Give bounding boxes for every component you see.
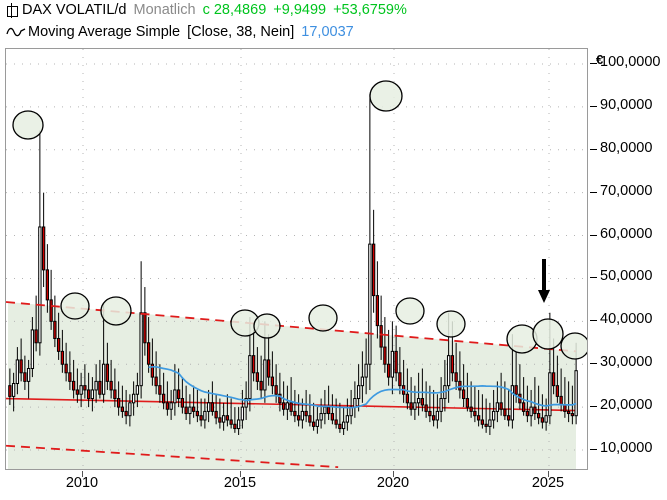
x-axis[interactable]: 2010 2015 2020 2025 xyxy=(0,471,667,500)
y-axis-label: 90,0000 xyxy=(600,96,653,113)
y-axis-label: 70,0000 xyxy=(600,182,653,199)
y-axis-tick xyxy=(590,320,597,322)
y-axis-label: 80,0000 xyxy=(600,139,653,156)
currency-label: € xyxy=(596,52,604,67)
annotation-circle[interactable] xyxy=(369,80,403,112)
x-axis-label: 2015 xyxy=(223,475,257,491)
last-close-value: c 28,4869 xyxy=(202,2,267,19)
y-axis-tick xyxy=(590,449,597,450)
indicator-name[interactable]: Moving Average Simple xyxy=(28,24,181,41)
y-axis-label: 60,0000 xyxy=(600,225,653,242)
y-axis-tick xyxy=(590,363,597,365)
annotation-arrow-icon[interactable] xyxy=(538,259,550,303)
instrument-legend-row: DAX VOLATIL/d Monatlich c 28,4869 +9,9499 +5… xyxy=(6,2,407,18)
moving-average-line xyxy=(148,365,577,409)
annotation-circle[interactable] xyxy=(308,304,338,332)
annotation-circle[interactable] xyxy=(436,310,466,338)
x-axis-tick xyxy=(82,471,83,477)
x-axis-tick xyxy=(548,471,549,477)
y-axis-tick xyxy=(590,148,597,150)
price-chart-canvas xyxy=(6,49,587,469)
y-axis-label: 50,0000 xyxy=(600,268,653,285)
annotation-circle[interactable] xyxy=(506,324,538,354)
y-axis-label: 30,0000 xyxy=(600,354,653,371)
indicator-value: 17,0037 xyxy=(301,24,354,41)
x-axis-tick xyxy=(240,471,241,477)
x-axis-label: 2010 xyxy=(65,475,99,491)
interval-label[interactable]: Monatlich xyxy=(133,2,196,19)
y-axis-label: 20,0000 xyxy=(600,397,653,414)
wave-icon xyxy=(6,25,26,39)
y-axis-label: 10,0000 xyxy=(600,440,653,456)
annotation-circle[interactable] xyxy=(100,296,132,326)
y-axis-tick xyxy=(590,191,597,193)
annotation-circle[interactable] xyxy=(560,332,587,360)
candlestick-series xyxy=(8,94,578,435)
y-axis-tick xyxy=(590,63,597,64)
y-axis[interactable]: € 10,0000 20,0000 30,0000 40,0000 50,0000 60,… xyxy=(588,48,667,470)
x-axis-label: 2025 xyxy=(531,475,565,491)
x-axis-tick xyxy=(393,471,394,477)
annotation-circle[interactable] xyxy=(395,297,425,325)
y-axis-label: 100,0000 xyxy=(600,54,661,70)
annotation-circle[interactable] xyxy=(12,110,44,140)
chart-header: DAX VOLATIL/d Monatlich c 28,4869 +9,9499 +5… xyxy=(0,0,667,46)
y-axis-tick xyxy=(590,277,597,279)
trend-channel-lower xyxy=(6,444,339,469)
x-axis-label: 2020 xyxy=(376,475,410,491)
change-absolute: +9,9499 xyxy=(273,2,327,19)
plot-area[interactable] xyxy=(5,48,588,470)
y-axis-label: 40,0000 xyxy=(600,311,653,328)
y-axis-tick xyxy=(590,105,597,107)
instrument-title[interactable]: DAX VOLATIL/d xyxy=(22,2,127,19)
y-axis-tick xyxy=(590,406,597,408)
annotation-circle[interactable] xyxy=(60,292,90,320)
candlestick-icon xyxy=(6,2,18,18)
indicator-legend-row: Moving Average Simple [Close, 38, Nein] 17… xyxy=(6,24,354,40)
indicator-params: [Close, 38, Nein] xyxy=(187,24,295,41)
y-axis-tick xyxy=(590,234,597,236)
change-percent: +53,6759% xyxy=(333,2,407,19)
annotation-circle[interactable] xyxy=(532,318,564,350)
annotation-circle[interactable] xyxy=(253,313,281,339)
